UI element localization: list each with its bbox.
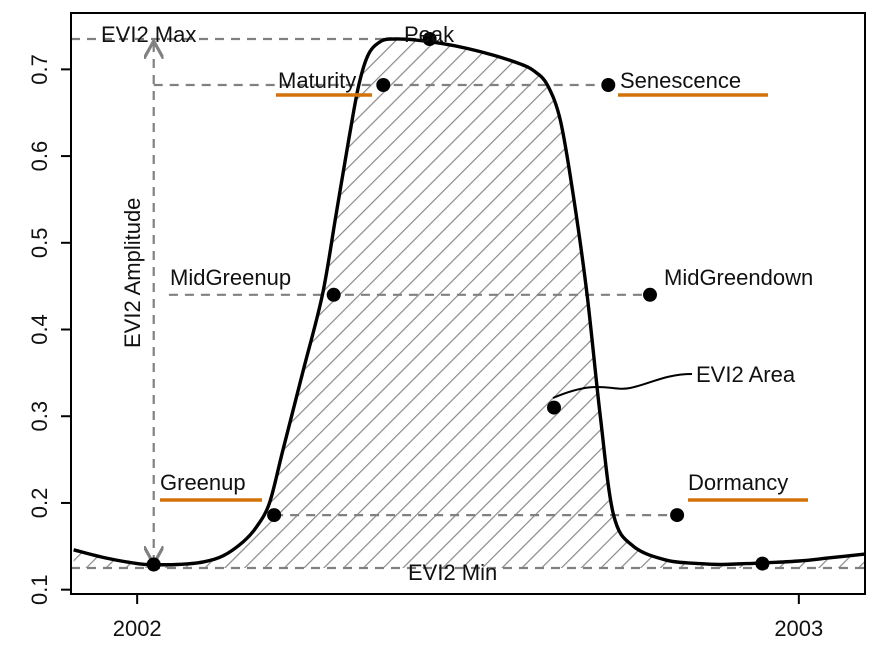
y-tick-label: 0.3 (27, 401, 52, 432)
y-tick-label: 0.5 (27, 228, 52, 259)
x-axis (136, 593, 800, 604)
point-midgreendown (643, 287, 657, 302)
point-evi2-min-point-2002 (146, 557, 161, 572)
peak-label: Peak (404, 22, 455, 47)
point-dormancy (670, 508, 685, 523)
evi2-max-label: EVI2 Max (101, 22, 196, 47)
y-tick-label: 0.1 (27, 574, 52, 605)
dormancy-label: Dormancy (688, 470, 788, 495)
evi2-min-label: EVI2 Min (408, 560, 497, 585)
point-senescence (601, 78, 616, 92)
y-tick-label: 0.2 (27, 488, 52, 519)
y-axis (61, 68, 72, 591)
point-evi2-area-marker (547, 400, 561, 415)
evi2-area-label: EVI2 Area (696, 362, 796, 387)
midgreendown-label: MidGreendown (664, 265, 813, 290)
point-peak (422, 32, 437, 46)
amplitude-label: EVI2 Amplitude (120, 198, 145, 348)
y-tick-label: 0.6 (27, 141, 52, 172)
x-tick-label: 2002 (113, 616, 162, 641)
y-tick-label: 0.7 (27, 54, 52, 85)
evi2-area-hatch (73, 38, 866, 568)
greenup-label: Greenup (160, 470, 246, 495)
maturity-label: Maturity (278, 68, 356, 93)
x-tick-label: 2003 (774, 616, 823, 641)
y-tick-label: 0.4 (27, 314, 52, 345)
point-maturity (376, 78, 391, 92)
point-evi2-min-point-2003 (755, 556, 770, 571)
evi2-curve (73, 37, 866, 567)
senescence-label: Senescence (620, 68, 741, 93)
area-connector (552, 373, 693, 399)
point-greenup (267, 508, 282, 523)
midgreenup-label: MidGreenup (170, 265, 291, 290)
point-midgreenup (326, 287, 341, 302)
